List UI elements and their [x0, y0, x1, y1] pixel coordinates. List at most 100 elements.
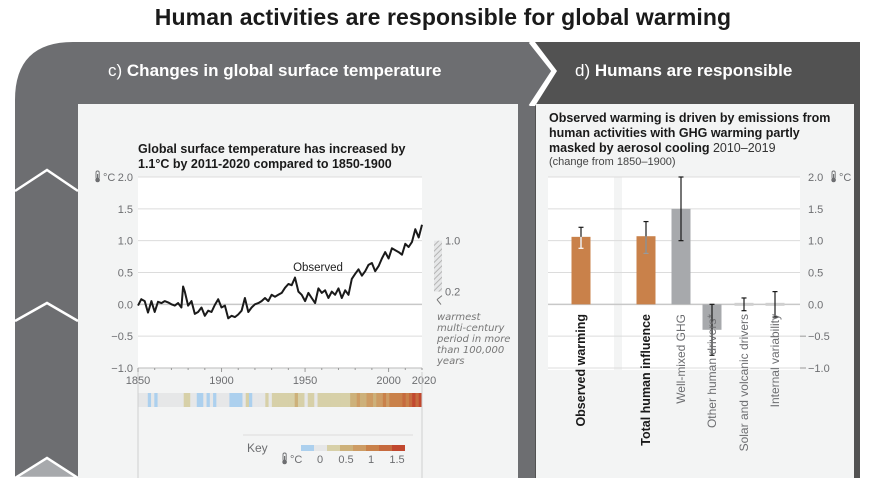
climate-stripe — [369, 393, 374, 407]
climate-stripe — [232, 393, 237, 407]
climate-stripe — [183, 393, 188, 407]
climate-stripe — [386, 393, 390, 407]
key-label: Key — [247, 441, 268, 455]
climate-stripe — [415, 393, 420, 407]
climate-stripe — [138, 393, 142, 407]
y-tick-label: −0.5 — [111, 331, 133, 343]
x-tick-label: 1950 — [293, 375, 317, 387]
climate-stripe — [418, 393, 423, 407]
climate-stripe — [412, 393, 416, 407]
x-tick-label: 1900 — [209, 375, 233, 387]
climate-stripe — [284, 393, 289, 407]
climate-stripe — [252, 393, 257, 407]
climate-stripe — [301, 393, 305, 407]
climate-stripe — [200, 393, 204, 407]
climate-stripe — [399, 393, 403, 407]
climate-stripe — [248, 393, 253, 407]
x-tick-label: 2000 — [376, 375, 400, 387]
y-tick-label: 0.5 — [808, 268, 823, 280]
climate-stripe — [144, 393, 149, 407]
bar-chart-title: Observed warming is driven by emissions … — [549, 111, 831, 156]
bar — [636, 236, 656, 305]
climate-stripe — [281, 393, 286, 407]
observed-label: Observed — [293, 262, 343, 274]
climate-stripe — [366, 393, 371, 407]
chevron-up-icon — [14, 168, 79, 193]
bar-category-label: Well-mixed GHG — [674, 314, 688, 404]
climate-stripe — [268, 393, 273, 407]
climate-stripe — [157, 393, 162, 407]
climate-stripe — [314, 393, 319, 407]
climate-stripe — [239, 393, 243, 407]
key-swatch — [366, 445, 379, 451]
line-chart-title: Global surface temperature has increased… — [138, 142, 406, 171]
panel-d-header: d) Humans are responsible — [575, 61, 792, 81]
thermometer-icon — [95, 170, 100, 183]
y-tick-label: 1.5 — [118, 204, 133, 216]
climate-stripe — [193, 393, 198, 407]
climate-stripe — [327, 393, 332, 407]
key-unit: °C — [290, 454, 302, 466]
climate-stripe — [307, 393, 312, 407]
climate-stripe — [297, 393, 302, 407]
y-tick-label: 1.0 — [808, 236, 823, 248]
climate-stripe — [196, 393, 201, 407]
climate-stripe — [271, 393, 276, 407]
climate-stripe — [164, 393, 168, 407]
band-note-line: warmest — [437, 312, 482, 323]
thermometer-mercury — [284, 456, 286, 462]
climate-stripe — [317, 393, 322, 407]
climate-stripe — [350, 393, 354, 407]
key-swatch — [301, 445, 314, 451]
climate-stripe — [392, 393, 397, 407]
bar-category-label: Internal variability — [768, 314, 782, 407]
climate-stripe — [258, 393, 263, 407]
climate-stripe — [408, 393, 413, 407]
climate-stripe — [275, 393, 279, 407]
bar-chart-title-text: Observed warming is driven by emissions … — [549, 111, 831, 155]
key-swatch — [392, 445, 405, 451]
y-tick-label: −0.5 — [808, 331, 830, 343]
climate-stripe — [330, 393, 335, 407]
bar-category-label: Solar and volcanic drivers — [737, 314, 751, 451]
band-note-line: years — [436, 356, 465, 367]
climate-stripe — [255, 393, 260, 407]
climate-stripe — [402, 393, 407, 407]
y-tick-label: 1.0 — [118, 236, 133, 248]
climate-stripe — [389, 393, 394, 407]
panel-d-prefix: d) — [575, 61, 591, 80]
x-tick-label: 2020 — [412, 375, 436, 387]
key-swatch — [353, 445, 366, 451]
climate-stripe — [147, 393, 152, 407]
key-tick-label: 0.5 — [338, 454, 353, 466]
chevron-up-icon — [14, 301, 79, 323]
band-bottom-label: 0.2 — [445, 287, 460, 299]
y-unit-label: °C — [839, 172, 851, 184]
band-arrow — [436, 295, 443, 305]
climate-stripe — [173, 393, 178, 407]
climate-stripe — [141, 393, 146, 407]
key-swatch — [327, 445, 340, 451]
climate-stripe — [186, 393, 191, 407]
climate-stripe — [373, 393, 377, 407]
key-tick-label: 1.5 — [389, 454, 404, 466]
bar — [671, 208, 691, 305]
thermometer-mercury — [97, 174, 99, 180]
climate-stripe — [405, 393, 410, 407]
climate-stripe — [242, 393, 247, 407]
climate-stripe — [382, 393, 387, 407]
climate-stripe — [213, 393, 217, 407]
climate-stripe — [356, 393, 361, 407]
y-tick-label: 0.0 — [118, 299, 133, 311]
climate-stripe — [337, 393, 341, 407]
bar-chart-title-period: 2010–2019 — [712, 141, 776, 155]
chevron-up-icon — [12, 456, 81, 478]
bar-category-label: Observed warming — [574, 314, 588, 427]
climate-stripe — [294, 393, 299, 407]
climate-stripe — [216, 393, 221, 407]
climate-stripe — [320, 393, 325, 407]
warmest-period-band — [434, 240, 442, 292]
climate-stripe — [291, 393, 296, 407]
y-tick-label: 1.5 — [808, 204, 823, 216]
